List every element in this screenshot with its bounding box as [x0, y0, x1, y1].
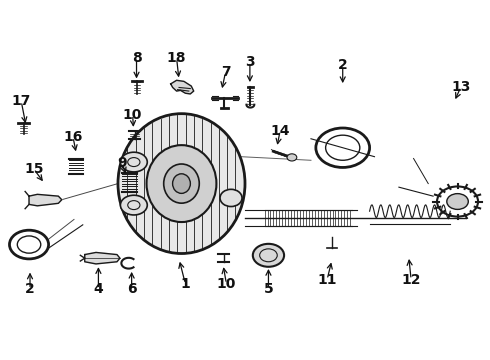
Ellipse shape — [121, 152, 147, 172]
Text: 7: 7 — [220, 66, 230, 80]
Text: 1: 1 — [180, 277, 190, 291]
Text: 16: 16 — [63, 130, 83, 144]
Text: 10: 10 — [217, 277, 236, 291]
Ellipse shape — [147, 145, 217, 222]
Text: 15: 15 — [24, 162, 44, 176]
Ellipse shape — [220, 189, 242, 207]
Circle shape — [447, 194, 468, 210]
Text: 12: 12 — [401, 273, 421, 287]
Text: 5: 5 — [264, 282, 273, 296]
Text: 11: 11 — [318, 273, 337, 287]
Text: 17: 17 — [12, 94, 31, 108]
Circle shape — [253, 244, 284, 267]
Text: 2: 2 — [338, 58, 347, 72]
Polygon shape — [171, 80, 194, 94]
Text: 10: 10 — [123, 108, 142, 122]
Text: 18: 18 — [167, 51, 186, 65]
Text: 2: 2 — [25, 282, 35, 296]
Ellipse shape — [118, 114, 245, 253]
Ellipse shape — [164, 164, 199, 203]
Text: 3: 3 — [245, 55, 255, 69]
Circle shape — [287, 154, 297, 161]
Ellipse shape — [121, 195, 147, 215]
Text: 14: 14 — [270, 123, 290, 138]
Text: 9: 9 — [117, 156, 127, 170]
Polygon shape — [29, 194, 62, 206]
Ellipse shape — [172, 174, 191, 193]
Polygon shape — [85, 252, 120, 264]
Text: 8: 8 — [132, 51, 142, 65]
Text: 4: 4 — [94, 282, 103, 296]
Text: 13: 13 — [451, 80, 471, 94]
Text: 6: 6 — [127, 282, 136, 296]
